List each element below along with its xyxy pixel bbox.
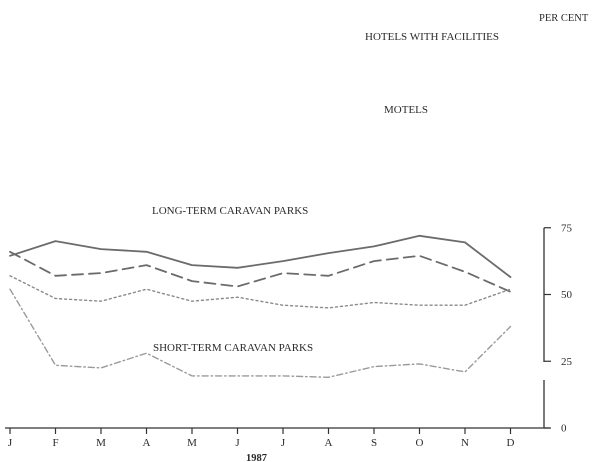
y-tick-label: 0 xyxy=(561,423,567,435)
x-tick-label: A xyxy=(325,437,333,449)
series-label-short-term: SHORT-TERM CARAVAN PARKS xyxy=(153,342,313,354)
x-axis-year-label: 1987 xyxy=(246,453,267,462)
series-line-short-term-caravan-parks xyxy=(9,288,512,378)
y-tick-label: 25 xyxy=(561,356,573,368)
x-tick-label: N xyxy=(461,437,469,449)
series-line-long-term-caravan-parks xyxy=(9,275,512,309)
axis-layer: 0 25 50 75 J F M A M J J A S O N D xyxy=(5,222,573,449)
series-line-hotels-with-facilities xyxy=(9,234,512,279)
x-tick-label: M xyxy=(96,437,106,449)
x-tick-label: J xyxy=(8,437,13,449)
series-layer xyxy=(9,234,512,378)
x-tick-label: J xyxy=(281,437,286,449)
y-tick-label: 50 xyxy=(561,289,573,301)
x-tick-label: D xyxy=(507,437,515,449)
y-tick-label: 75 xyxy=(561,222,573,234)
series-label-motels: MOTELS xyxy=(384,104,428,116)
x-tick-label: F xyxy=(52,437,58,449)
series-label-long-term: LONG-TERM CARAVAN PARKS xyxy=(152,205,308,217)
x-tick-label: J xyxy=(235,437,240,449)
x-tick-label: A xyxy=(143,437,151,449)
x-tick-label: O xyxy=(416,437,424,449)
series-label-hotels: HOTELS WITH FACILITIES xyxy=(365,31,499,43)
label-layer: PER CENT 1987 HOTELS WITH FACILITIES MOT… xyxy=(152,13,589,462)
y-axis-title: PER CENT xyxy=(539,13,589,24)
x-tick-label: M xyxy=(187,437,197,449)
series-line-motels xyxy=(9,250,512,293)
x-tick-label: S xyxy=(371,437,377,449)
